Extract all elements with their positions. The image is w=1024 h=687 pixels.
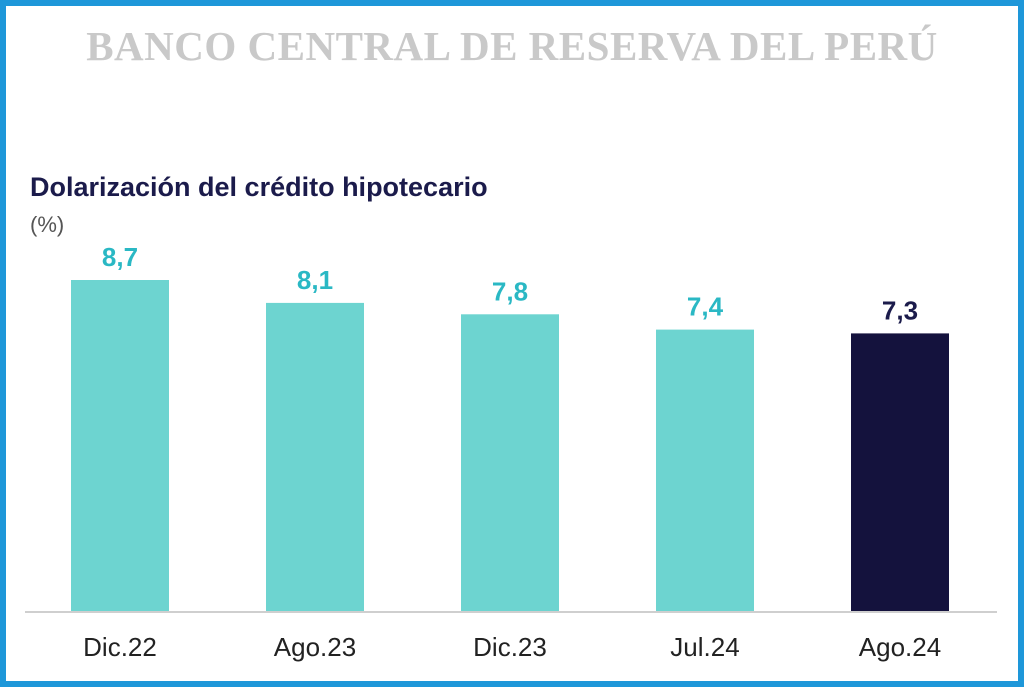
bar-value-label: 7,3 xyxy=(882,295,918,325)
bar-ago-24 xyxy=(851,333,949,612)
bar-value-label: 8,7 xyxy=(102,242,138,272)
institution-header: BANCO CENTRAL DE RESERVA DEL PERÚ xyxy=(86,23,938,69)
bar-dic-22 xyxy=(71,280,169,612)
bar-value-label: 8,1 xyxy=(297,265,333,295)
bar-jul-24 xyxy=(656,329,754,612)
x-tick-label: Dic.22 xyxy=(83,632,157,662)
bar-ago-23 xyxy=(266,302,364,612)
x-tick-label: Ago.23 xyxy=(274,632,356,662)
x-tick-label: Jul.24 xyxy=(670,632,739,662)
bar-value-label: 7,8 xyxy=(492,276,528,306)
x-tick-label: Ago.24 xyxy=(859,632,941,662)
bar-dic-23 xyxy=(461,314,559,612)
chart-title: Dolarización del crédito hipotecario xyxy=(30,172,488,202)
bar-value-label: 7,4 xyxy=(687,292,724,322)
x-tick-label: Dic.23 xyxy=(473,632,547,662)
chart-unit-label: (%) xyxy=(30,212,65,237)
